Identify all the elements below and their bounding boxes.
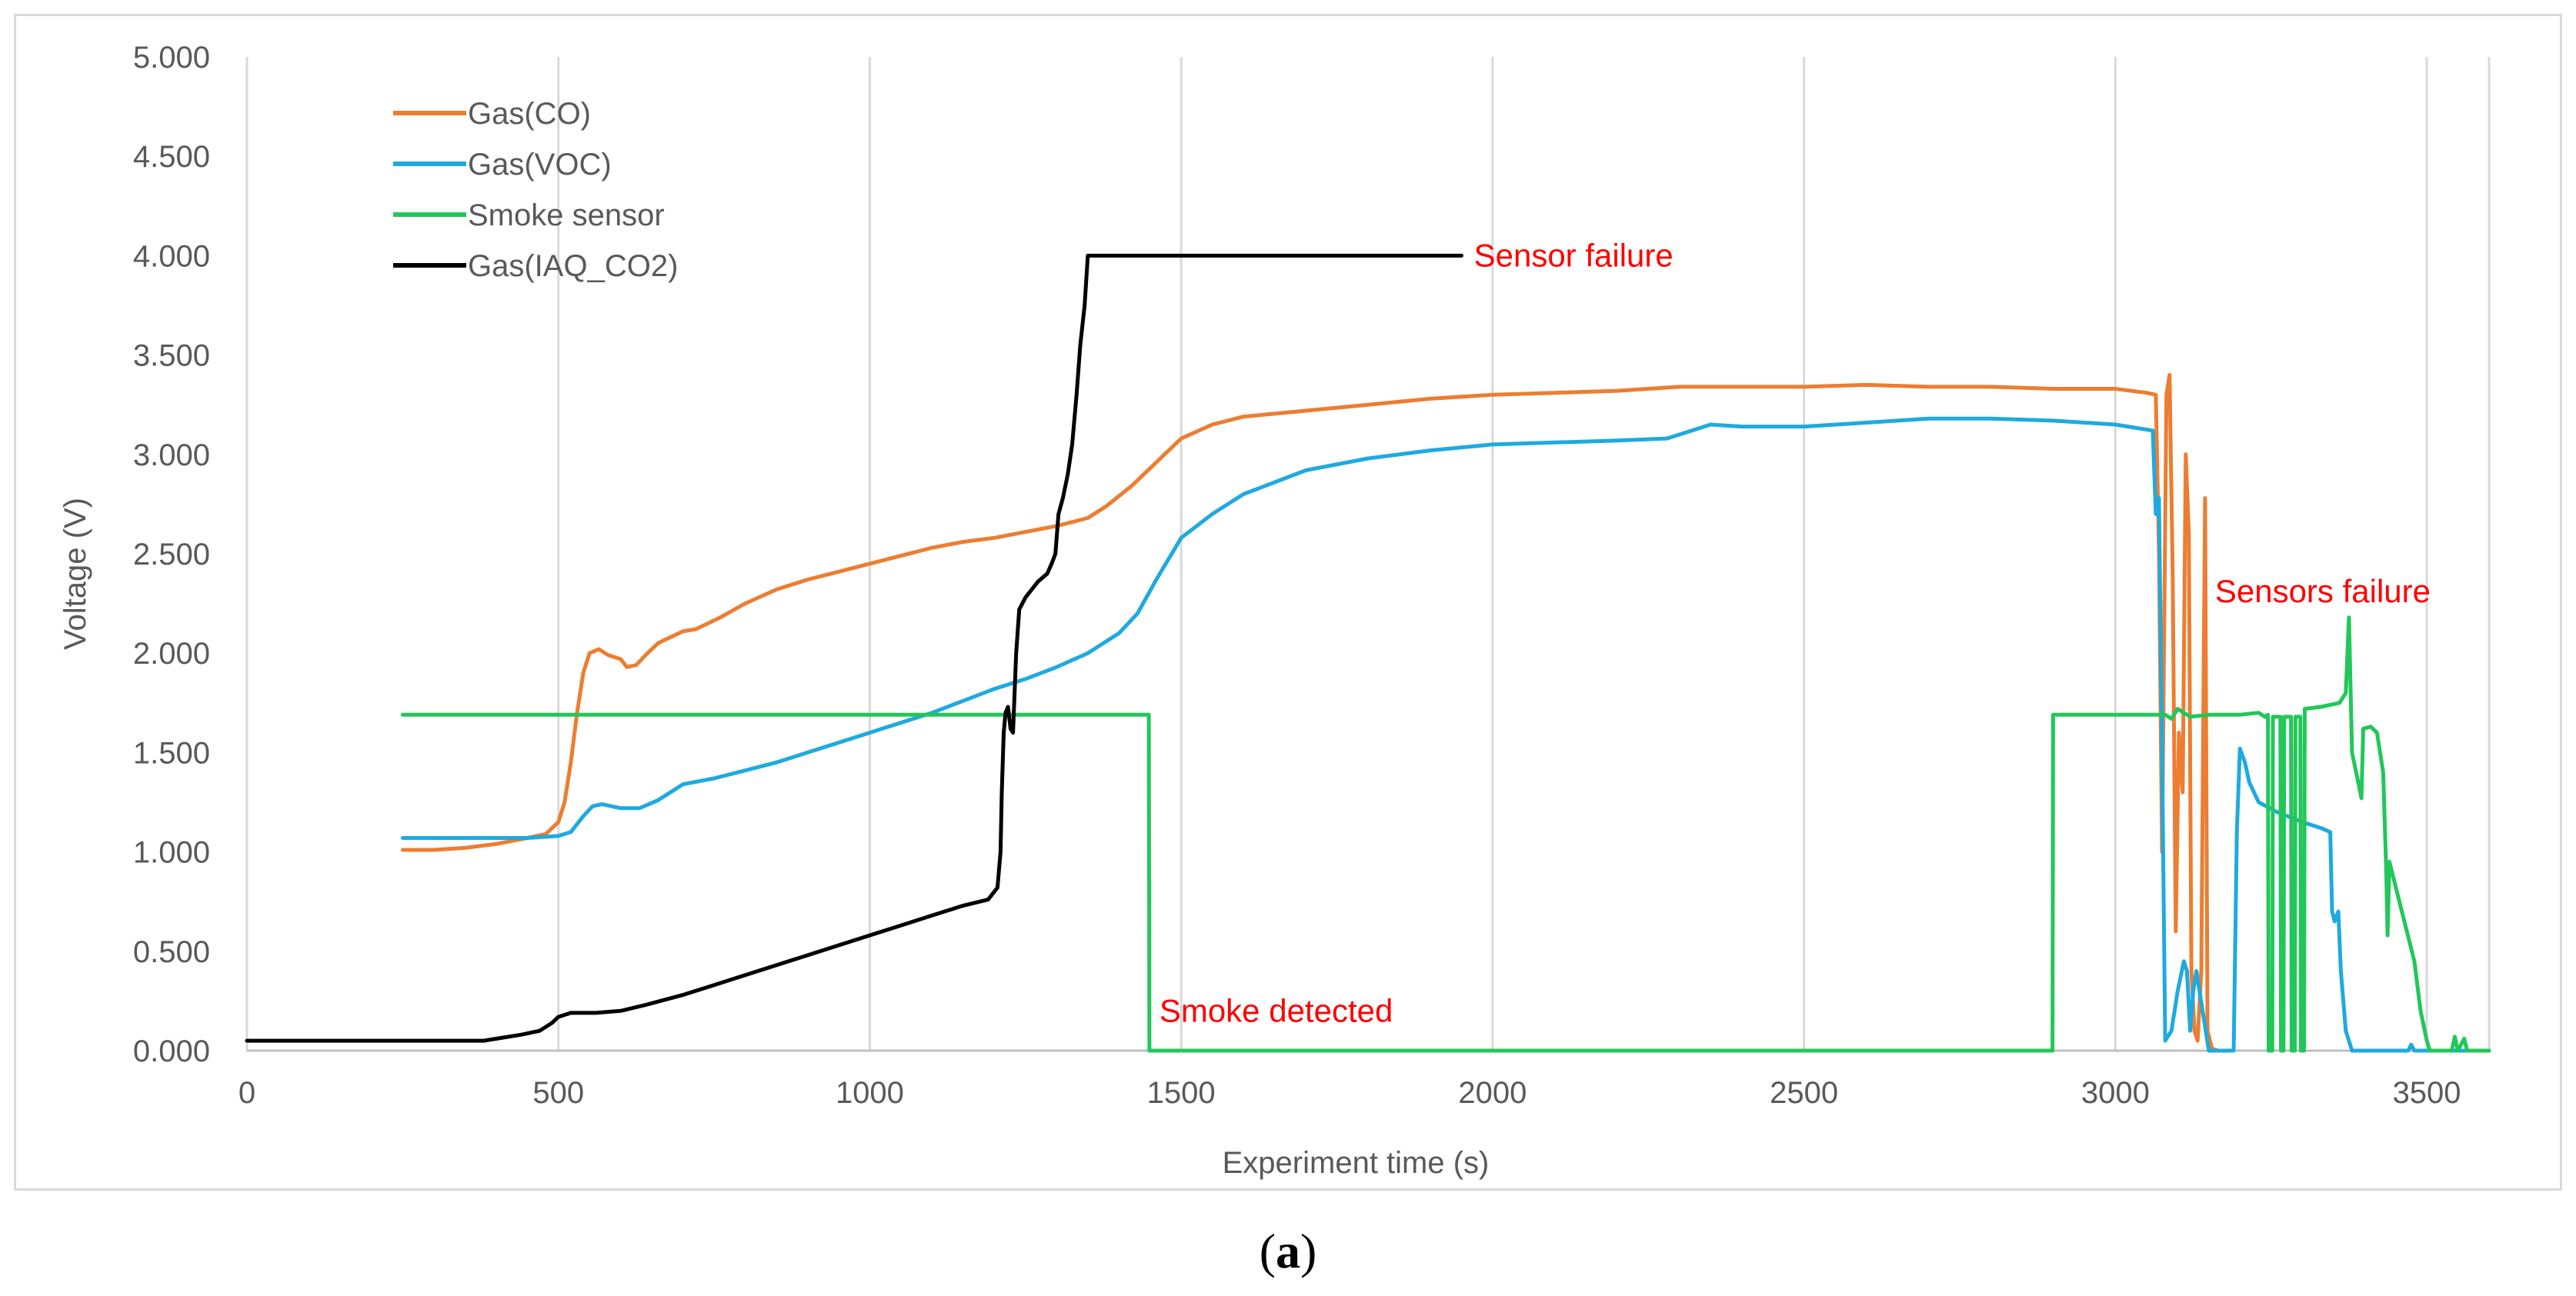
y-tick-label: 0.000 xyxy=(133,1034,210,1068)
chart-svg: 0 500 1000 1500 2000 2500 3000 3500 0.000 0.500 1.… xyxy=(58,41,2491,1180)
legend-label: Gas(VOC) xyxy=(468,148,612,182)
annotation-label: Sensor failure xyxy=(1474,237,1673,273)
series-line-gas-co xyxy=(400,372,2221,1053)
x-tick-label: 3500 xyxy=(2393,1076,2461,1110)
y-tick-label: 4.500 xyxy=(133,140,210,174)
caption-open: ( xyxy=(1259,1224,1276,1278)
legend-layer: Gas(CO) Gas(VOC) Smoke sensor Gas(IAQ_CO2) xyxy=(393,97,678,283)
x-tick-label: 1000 xyxy=(836,1076,904,1110)
axis-layer: 0 500 1000 1500 2000 2500 3000 3500 0.000 0.500 1.… xyxy=(133,41,2489,1110)
x-tick-label: 1500 xyxy=(1147,1076,1216,1110)
x-tick-label: 3000 xyxy=(2081,1076,2150,1110)
y-tick-label: 0.500 xyxy=(133,935,210,969)
legend-label: Gas(CO) xyxy=(468,97,591,131)
legend-label: Smoke sensor xyxy=(468,198,665,232)
caption-close: ) xyxy=(1300,1224,1317,1278)
caption-label: a xyxy=(1276,1224,1300,1278)
series-line-gas-iaq-co2 xyxy=(245,253,1463,1043)
series-layer xyxy=(245,253,2491,1053)
x-tick-label: 2000 xyxy=(1458,1076,1527,1110)
y-tick-label: 2.500 xyxy=(133,538,210,571)
y-tick-label: 5.000 xyxy=(133,41,210,75)
annotation-label: Smoke detected xyxy=(1160,992,1393,1028)
chart-frame: 0 500 1000 1500 2000 2500 3000 3500 0.000 0.500 1.… xyxy=(14,14,2562,1191)
annotation-label: Sensors failure xyxy=(2215,573,2431,609)
x-tick-label: 0 xyxy=(239,1076,255,1110)
y-tick-label: 2.000 xyxy=(133,637,210,671)
y-tick-label: 3.000 xyxy=(133,438,210,472)
y-tick-label: 1.000 xyxy=(133,836,210,870)
grid-layer xyxy=(245,57,2491,1051)
series-line-smoke-sensor xyxy=(400,615,2491,1053)
series-line-gas-voc xyxy=(400,416,2491,1053)
y-tick-label: 3.500 xyxy=(133,339,210,373)
y-axis-label: Voltage (V) xyxy=(58,498,92,650)
legend-label: Gas(IAQ_CO2) xyxy=(468,249,678,283)
annotation-layer: Sensor failure Sensors failure Smoke detec… xyxy=(1160,237,2431,1028)
x-tick-label: 2500 xyxy=(1770,1076,1838,1110)
y-tick-label: 1.500 xyxy=(133,736,210,770)
y-tick-label: 4.000 xyxy=(133,239,210,273)
x-tick-label: 500 xyxy=(532,1076,584,1110)
figure-caption: (a) xyxy=(0,1223,2576,1280)
x-axis-label: Experiment time (s) xyxy=(1223,1146,1490,1180)
